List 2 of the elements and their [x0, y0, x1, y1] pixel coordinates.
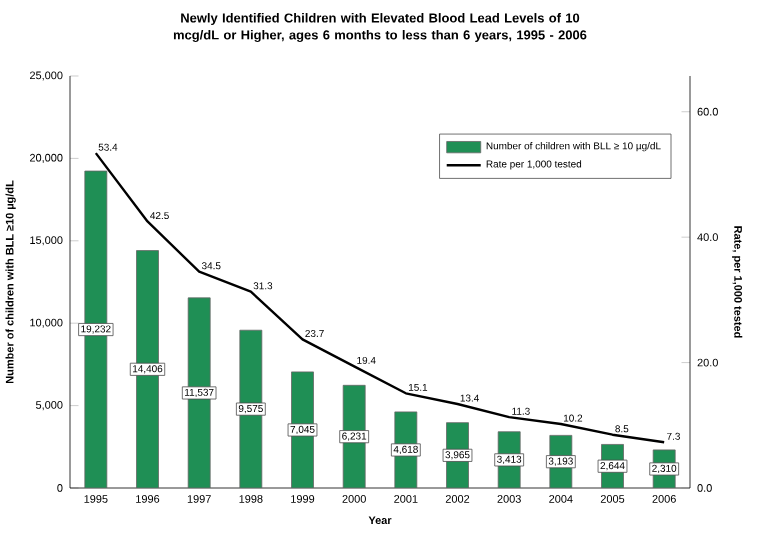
bar	[136, 250, 159, 488]
bar	[84, 170, 108, 488]
